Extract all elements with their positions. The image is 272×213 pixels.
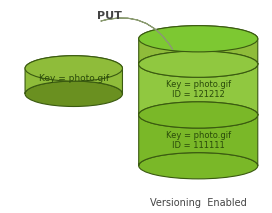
Text: Key = photo.gif: Key = photo.gif: [166, 80, 231, 89]
Ellipse shape: [139, 102, 258, 128]
Text: PUT: PUT: [97, 10, 121, 20]
Text: Versioning  Enabled: Versioning Enabled: [150, 198, 247, 208]
Polygon shape: [139, 26, 258, 64]
Ellipse shape: [139, 51, 258, 77]
Polygon shape: [25, 56, 122, 94]
Polygon shape: [139, 51, 258, 115]
Ellipse shape: [139, 51, 258, 77]
Text: Key = photo.gif: Key = photo.gif: [39, 74, 109, 83]
Ellipse shape: [139, 153, 258, 179]
Text: Key = photo.gif: Key = photo.gif: [166, 131, 231, 140]
Ellipse shape: [25, 81, 122, 106]
Text: ID = 121212: ID = 121212: [172, 90, 225, 99]
Ellipse shape: [139, 102, 258, 128]
Text: ID = 111111: ID = 111111: [172, 141, 225, 150]
FancyArrowPatch shape: [101, 18, 172, 49]
Ellipse shape: [139, 26, 258, 52]
Ellipse shape: [25, 56, 122, 81]
Polygon shape: [139, 102, 258, 166]
